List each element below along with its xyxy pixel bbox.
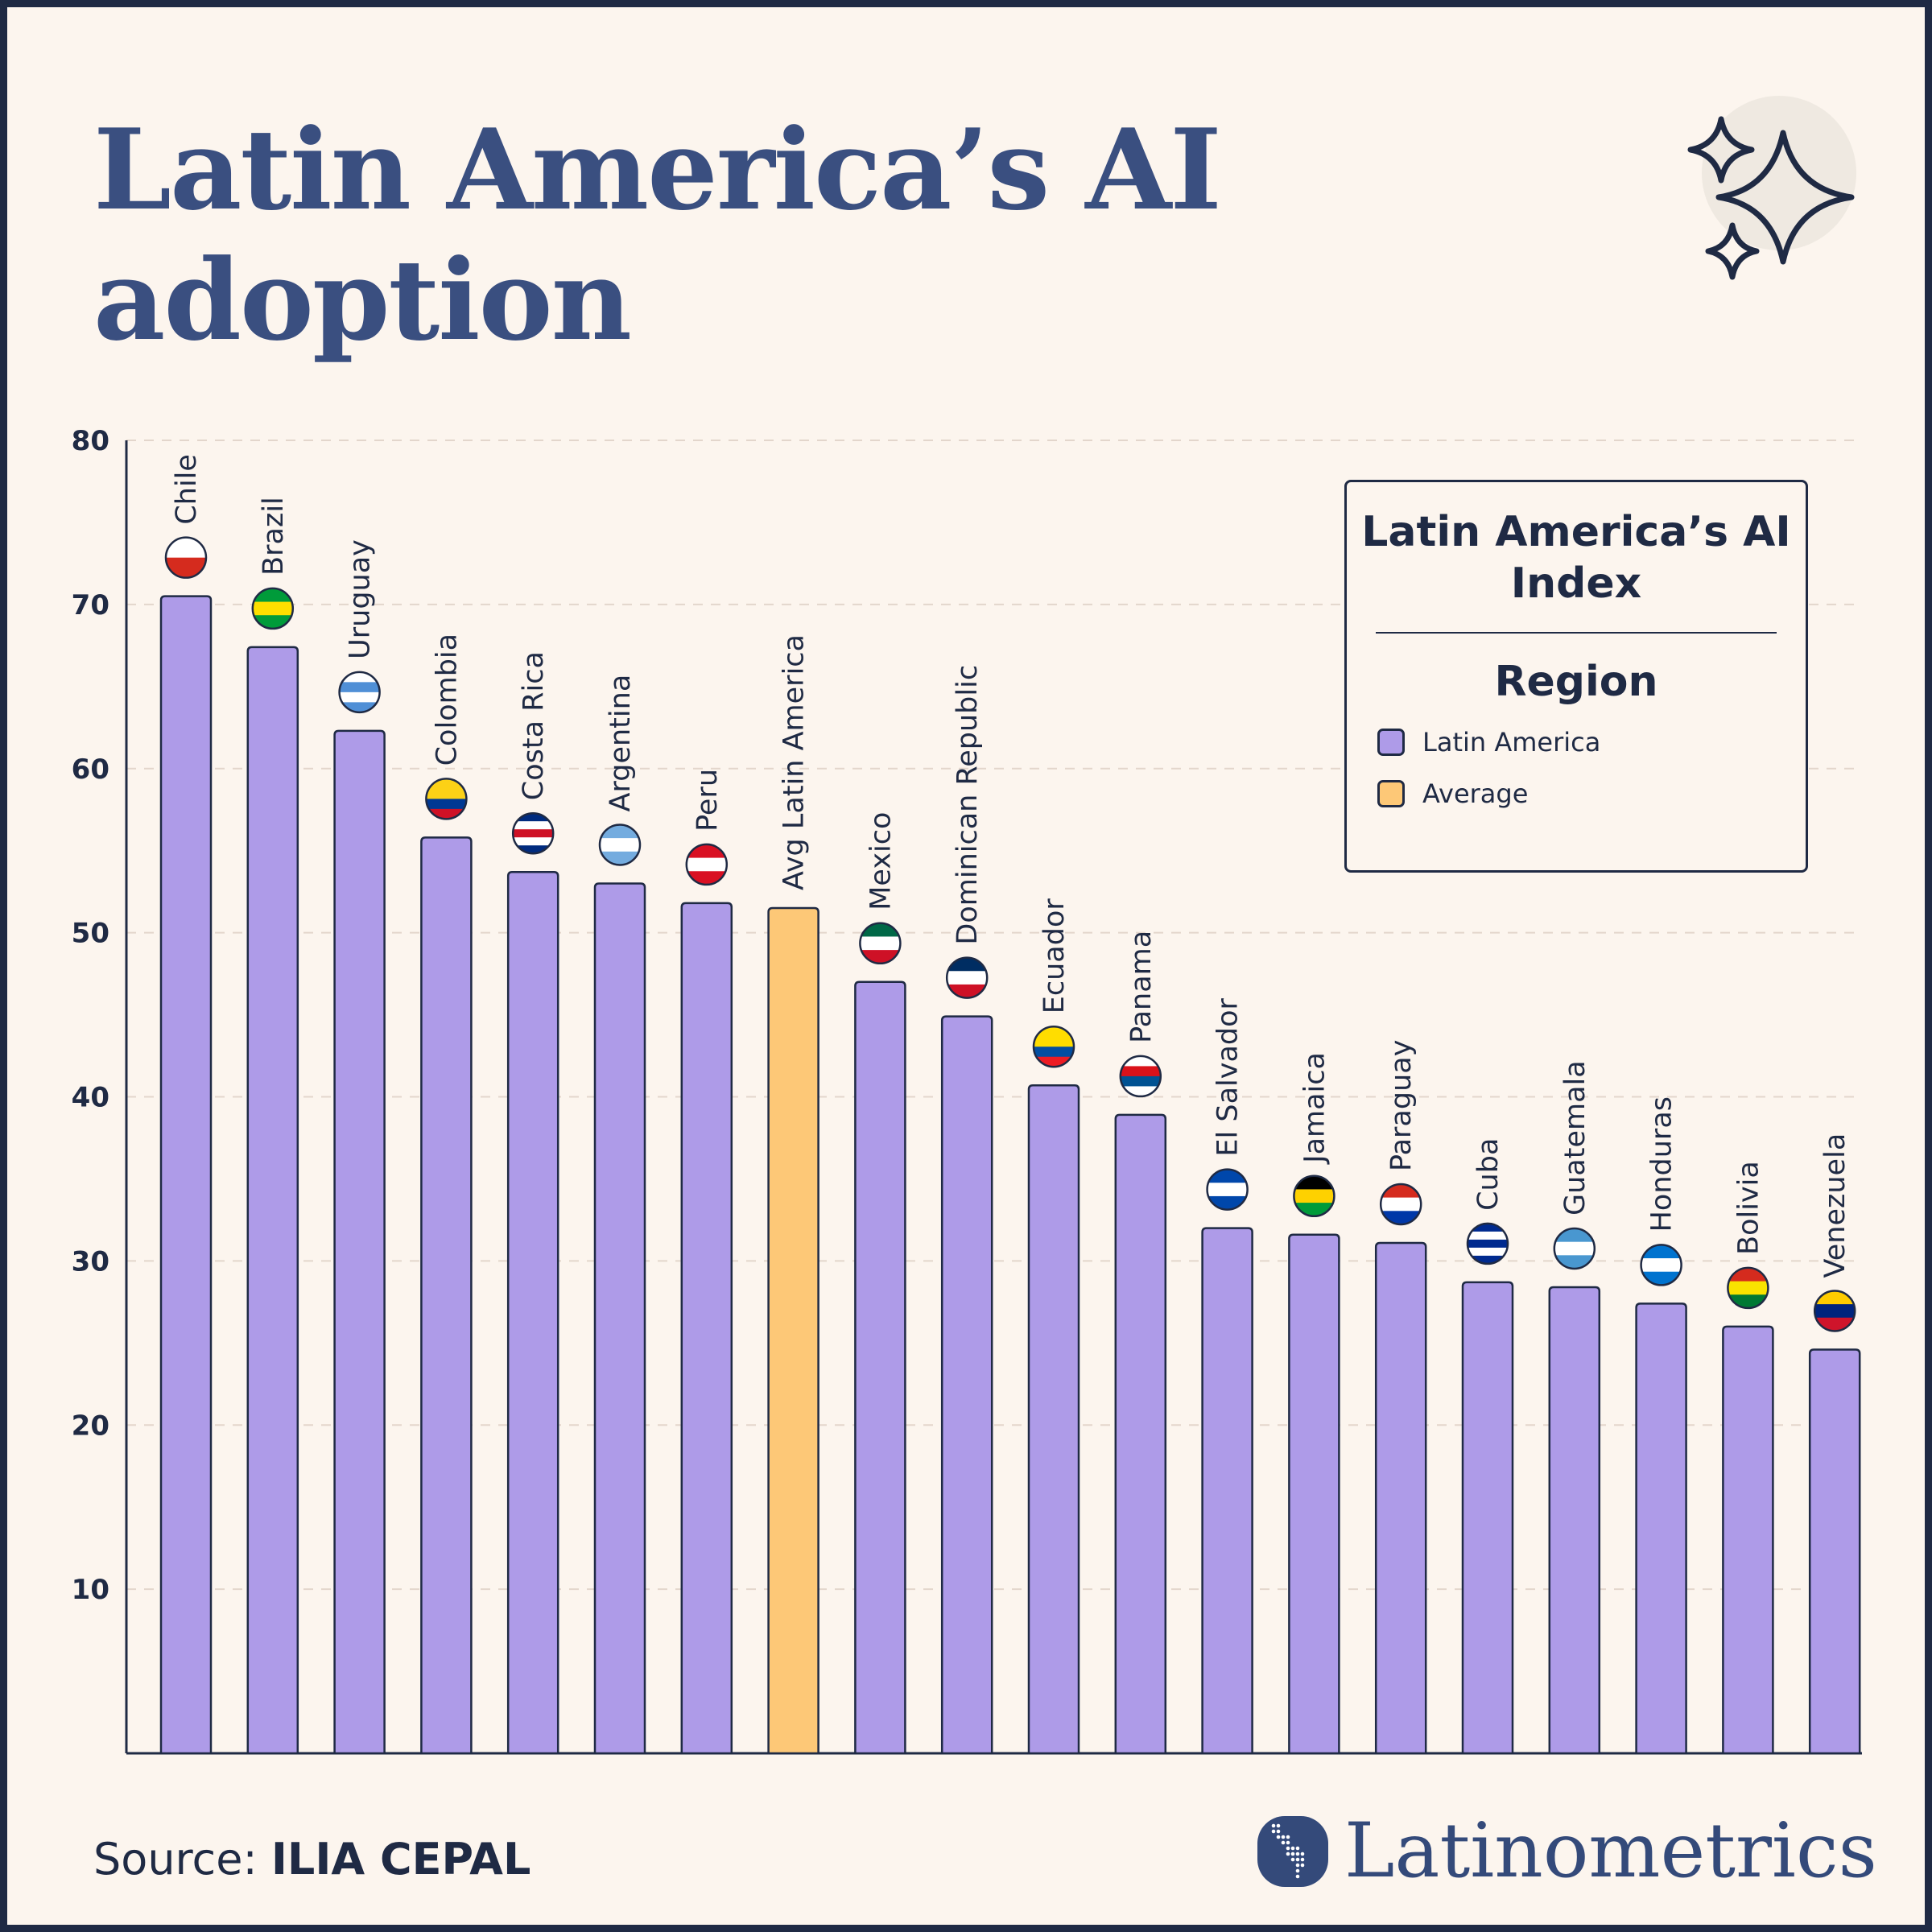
- bar-label: Jamaica: [1298, 1052, 1331, 1165]
- source-label: Source:: [93, 1834, 258, 1885]
- y-tick-label: 20: [72, 1410, 109, 1442]
- y-tick-label: 40: [72, 1082, 109, 1114]
- bar: [246, 646, 299, 1755]
- bar: [854, 980, 906, 1755]
- flag-icon: [425, 778, 468, 820]
- flag-icon: [1293, 1174, 1335, 1218]
- bar-label: Mexico: [865, 812, 897, 910]
- bar-label: Chile: [171, 454, 203, 525]
- flag-icon: [945, 956, 989, 999]
- flag-icon: [1640, 1244, 1682, 1286]
- legend-item-latin-america: Latin America: [1377, 727, 1806, 758]
- flag-icon: [1553, 1227, 1596, 1270]
- bar: [1548, 1286, 1601, 1755]
- flag-icon: [1206, 1168, 1249, 1211]
- flag-icon: [685, 843, 729, 886]
- source: Source: ILIA CEPAL: [93, 1834, 530, 1885]
- bar: [1288, 1233, 1340, 1755]
- legend-title: Latin America’s AI Index: [1361, 508, 1791, 608]
- bar-label: Peru: [691, 769, 724, 832]
- y-tick-label: 70: [72, 589, 109, 621]
- bar-label: Costa Rica: [518, 651, 550, 800]
- bar-label: Panama: [1125, 931, 1158, 1043]
- y-tick-label: 10: [72, 1574, 109, 1606]
- bar-label: Guatemala: [1559, 1060, 1591, 1216]
- flag-icon: [338, 671, 381, 714]
- flag-icon: [1032, 1025, 1075, 1068]
- bar-label: Honduras: [1646, 1096, 1678, 1232]
- bar-label: Avg Latin America: [778, 634, 811, 890]
- y-tick-label: 60: [72, 753, 109, 786]
- bar-label: Dominican Republic: [952, 665, 984, 945]
- legend-label: Latin America: [1422, 727, 1601, 758]
- brand-name: Latinometrics: [1344, 1807, 1877, 1895]
- bar: [1722, 1325, 1774, 1755]
- latin-america-map-icon: [1257, 1815, 1328, 1887]
- bar: [767, 906, 819, 1755]
- bar: [1201, 1227, 1253, 1755]
- bar-label: Bolivia: [1732, 1161, 1765, 1255]
- legend-subtitle: Region: [1494, 658, 1658, 706]
- flag-icon: [598, 824, 642, 866]
- flag-icon: [1813, 1290, 1856, 1332]
- bar: [506, 870, 559, 1755]
- bar-label: Venezuela: [1819, 1133, 1852, 1278]
- legend-swatch: [1377, 729, 1405, 756]
- bar-label: Paraguay: [1385, 1040, 1418, 1171]
- y-tick-label: 30: [72, 1245, 109, 1278]
- bar-label: Brazil: [258, 497, 290, 576]
- bar-label: Ecuador: [1038, 898, 1071, 1014]
- bar: [593, 882, 646, 1755]
- brand-logo: Latinometrics: [1256, 1807, 1877, 1895]
- flag-icon: [1466, 1222, 1509, 1265]
- y-tick-label: 50: [72, 918, 109, 950]
- bar: [1635, 1302, 1687, 1755]
- bar: [1374, 1241, 1427, 1755]
- y-tick-label: 80: [72, 425, 109, 457]
- title-line-2: adoption: [93, 234, 632, 365]
- bar: [1461, 1281, 1514, 1755]
- bar-label: Argentina: [605, 675, 637, 812]
- legend-label: Average: [1422, 778, 1529, 809]
- page-title: Latin America’s AI adoption: [93, 104, 1222, 365]
- sparkle-icon: [1687, 96, 1856, 280]
- legend: Latin America’s AI Index Region Latin Am…: [1344, 480, 1808, 873]
- title-line-1: Latin America’s AI: [93, 104, 1222, 235]
- flag-icon: [251, 587, 295, 630]
- bar: [1027, 1084, 1080, 1755]
- bar: [159, 595, 213, 1755]
- bar: [940, 1015, 993, 1755]
- bar: [420, 836, 473, 1755]
- legend-divider: [1376, 632, 1777, 634]
- bar: [1114, 1113, 1167, 1755]
- legend-swatch: [1377, 780, 1405, 807]
- bar: [680, 902, 733, 1755]
- bar-label: Colombia: [431, 634, 463, 766]
- bar-label: Uruguay: [345, 539, 377, 659]
- bar-label: Cuba: [1472, 1138, 1505, 1211]
- flag-icon: [1379, 1183, 1422, 1226]
- flag-icon: [859, 922, 902, 965]
- bar: [1808, 1348, 1861, 1755]
- legend-item-average: Average: [1377, 778, 1806, 809]
- flag-icon: [164, 536, 208, 579]
- flag-icon: [1727, 1266, 1769, 1310]
- source-value: ILIA CEPAL: [270, 1834, 531, 1885]
- bar-label: El Salvador: [1212, 997, 1245, 1156]
- bar: [333, 729, 386, 1755]
- flag-icon: [1119, 1055, 1162, 1098]
- flag-icon: [511, 811, 555, 855]
